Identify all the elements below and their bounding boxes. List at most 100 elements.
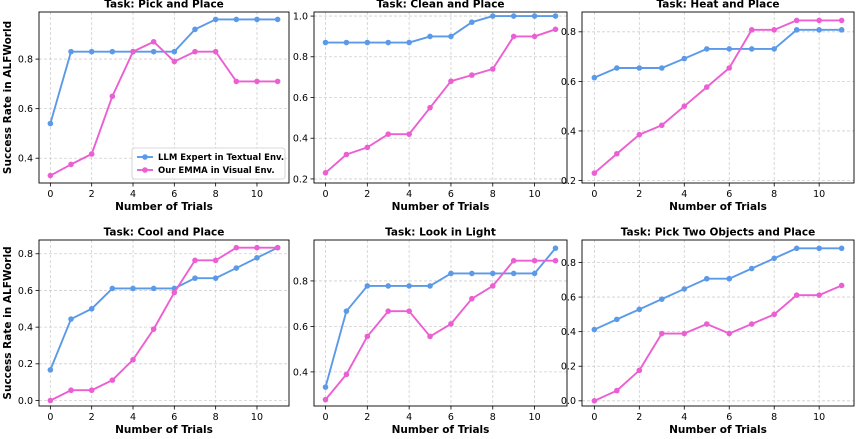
x-tick-label: 6 <box>726 189 732 200</box>
data-point-emma <box>212 48 219 55</box>
subplot-6: 0 2 4 6 8 10 0.0 0.2 0.4 0.6 0.8 Task: Pick Two Obj… <box>561 227 855 436</box>
x-tick-label: 8 <box>771 189 777 200</box>
y-tick-label: 0.6 <box>18 286 33 297</box>
data-point-emma <box>254 244 260 251</box>
y-tick-label: 0.8 <box>293 276 308 287</box>
x-tick-label: 2 <box>364 189 370 200</box>
data-point-emma <box>489 66 496 72</box>
data-point-llm-expert <box>88 305 95 312</box>
subplot-5: 0 2 4 6 8 10 0.4 0.6 0.8 Task: Look in Light Numbe… <box>293 227 568 436</box>
data-point-emma <box>109 93 116 100</box>
data-point-llm-expert <box>322 39 329 46</box>
data-point-llm-expert <box>681 55 688 62</box>
data-point-emma <box>726 330 733 337</box>
data-point-llm-expert <box>659 296 665 302</box>
data-point-emma <box>614 387 620 394</box>
data-point-llm-expert <box>748 46 755 52</box>
data-point-emma <box>793 17 800 24</box>
data-point-llm-expert <box>109 48 116 55</box>
data-point-emma <box>47 397 54 404</box>
data-point-emma <box>552 257 559 264</box>
y-tick-label: 0.4 <box>293 367 308 378</box>
data-point-llm-expert <box>47 367 54 373</box>
data-point-emma <box>816 17 822 24</box>
x-tick-label: 6 <box>171 189 177 200</box>
x-tick-label: 0 <box>322 412 328 423</box>
data-point-emma <box>614 150 620 157</box>
legend-swatch-marker <box>142 154 148 160</box>
data-point-llm-expert <box>448 33 454 40</box>
data-point-llm-expert <box>681 286 688 292</box>
data-point-emma <box>489 283 496 289</box>
series-line-emma <box>324 28 556 174</box>
x-tick-label: 6 <box>171 412 177 423</box>
plot-frame <box>581 11 855 184</box>
legend-label: Our EMMA in Visual Env. <box>158 166 275 176</box>
plot-frame <box>38 11 290 184</box>
data-point-llm-expert <box>192 26 198 33</box>
data-point-emma <box>364 144 371 151</box>
subplot-1: 0 2 4 6 8 10 0.4 0.6 0.8 Task: Pick and Place Numb… <box>2 0 290 213</box>
x-tick-label: 4 <box>681 189 687 200</box>
data-point-llm-expert <box>531 13 538 19</box>
x-tick-label: 8 <box>213 412 219 423</box>
x-tick-label: 0 <box>47 189 53 200</box>
data-point-llm-expert <box>614 65 620 71</box>
x-tick-label: 4 <box>130 189 136 200</box>
data-point-llm-expert <box>385 283 392 289</box>
data-point-emma <box>681 103 688 109</box>
data-point-llm-expert <box>364 39 371 46</box>
y-tick-label: 0.4 <box>18 323 33 334</box>
data-point-emma <box>636 131 643 138</box>
data-point-emma <box>274 78 281 85</box>
data-point-emma <box>771 311 777 318</box>
data-point-emma <box>385 308 392 314</box>
data-point-emma <box>212 257 219 264</box>
data-point-llm-expert <box>591 326 598 333</box>
x-tick-label: 4 <box>130 412 136 423</box>
legend: LLM Expert in Textual Env. Our EMMA in Vi… <box>131 147 286 180</box>
subplot-3: 0 2 4 6 8 10 0.2 0.4 0.6 0.8 Task: Heat and Place N… <box>561 0 855 213</box>
data-point-emma <box>192 48 198 55</box>
data-point-emma <box>771 27 777 33</box>
data-point-emma <box>448 78 454 85</box>
subplot-title: Task: Cool and Place <box>104 227 225 239</box>
data-point-emma <box>448 321 454 327</box>
series-line-llm-expert <box>49 246 279 371</box>
x-tick-label: 2 <box>636 189 642 200</box>
data-point-llm-expert <box>150 285 157 292</box>
data-point-llm-expert <box>816 245 822 252</box>
data-point-emma <box>726 65 733 71</box>
y-tick-label: 0.8 <box>18 54 33 65</box>
subplot-title: Task: Clean and Place <box>376 0 504 11</box>
data-point-emma <box>703 321 710 327</box>
x-tick-label: 8 <box>490 412 496 423</box>
data-point-emma <box>150 326 157 332</box>
series-line-llm-expert <box>325 15 556 44</box>
data-point-llm-expert <box>614 316 620 323</box>
data-point-llm-expert <box>771 255 777 262</box>
data-point-llm-expert <box>427 33 433 40</box>
data-point-emma <box>343 151 350 158</box>
data-point-llm-expert <box>212 16 219 23</box>
data-point-emma <box>88 387 95 394</box>
data-point-emma <box>552 26 559 33</box>
data-point-llm-expert <box>771 46 777 52</box>
y-tick-label: 0.8 <box>293 52 308 63</box>
x-tick-label: 0 <box>47 412 53 423</box>
data-point-emma <box>88 151 95 157</box>
data-point-emma <box>233 78 240 85</box>
data-point-llm-expert <box>510 270 517 277</box>
x-tick-label: 6 <box>448 412 454 423</box>
data-point-llm-expert <box>427 283 433 289</box>
data-point-llm-expert <box>406 39 412 46</box>
y-tick-label: 0.2 <box>293 174 308 185</box>
data-point-emma <box>427 333 433 340</box>
x-tick-label: 2 <box>364 412 370 423</box>
data-point-emma <box>150 38 157 45</box>
y-axis-label: Success Rate in ALFWorld <box>2 21 14 174</box>
data-point-emma <box>591 170 598 176</box>
data-point-llm-expert <box>47 120 54 127</box>
data-point-emma <box>130 48 136 55</box>
x-tick-label: 2 <box>89 189 95 200</box>
